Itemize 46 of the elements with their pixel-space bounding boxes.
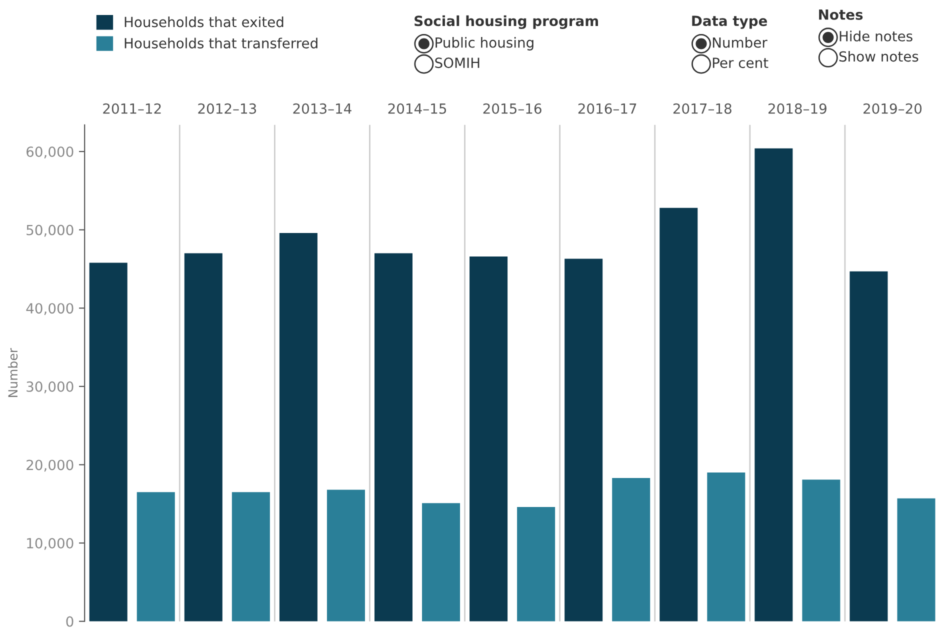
- bar: [326, 490, 365, 622]
- legend-label: Households that exited: [124, 16, 284, 28]
- bar: [517, 507, 556, 622]
- bar: [184, 253, 222, 622]
- text: Social housing program: [414, 15, 598, 29]
- bar: [707, 472, 746, 622]
- x-tick-label: 2013–14: [293, 103, 352, 114]
- y-tick-label: 20,000: [26, 460, 74, 472]
- bar: [802, 480, 840, 622]
- y-tick-label: 60,000: [26, 146, 74, 158]
- bar: [374, 253, 413, 622]
- legend-label: Households that transferred: [124, 38, 318, 48]
- y-tick-label: 50,000: [26, 224, 74, 237]
- text: Show notes: [839, 50, 918, 62]
- bar: [422, 503, 460, 622]
- x-tick-label: 2015–16: [483, 103, 542, 114]
- bar: [754, 148, 793, 622]
- text: Data type: [692, 16, 768, 29]
- bar: [89, 262, 128, 622]
- y-axis-title: Number: [8, 348, 18, 397]
- bar: [850, 271, 888, 622]
- x-tick-label: 2019–20: [864, 103, 922, 114]
- y-tick-label: 10,000: [27, 538, 74, 550]
- text: Notes: [819, 10, 863, 20]
- text: Number: [712, 37, 768, 48]
- x-tick-label: 2017–18: [673, 103, 732, 114]
- bar: [279, 232, 318, 622]
- x-tick-label: 2016–17: [578, 103, 636, 114]
- x-tick-label: 2018–19: [768, 103, 826, 114]
- bar: [660, 208, 698, 622]
- text: Per cent: [712, 58, 768, 68]
- x-tick-label: 2012–13: [198, 103, 256, 114]
- x-tick-label: 2014–15: [388, 103, 446, 114]
- bar: [612, 478, 650, 622]
- y-tick-label: 40,000: [26, 303, 74, 316]
- text: Hide notes: [840, 30, 912, 42]
- text: Public housing: [436, 37, 534, 50]
- x-tick-label: 2011–12: [103, 103, 161, 114]
- bar: [564, 258, 603, 622]
- y-tick-label: 30,000: [26, 381, 74, 394]
- bar: [470, 256, 508, 622]
- bar: [897, 498, 936, 622]
- bar: [136, 492, 175, 622]
- bar: [232, 492, 270, 622]
- text: SOMIH: [435, 58, 480, 68]
- y-tick-label: 0: [66, 616, 74, 627]
